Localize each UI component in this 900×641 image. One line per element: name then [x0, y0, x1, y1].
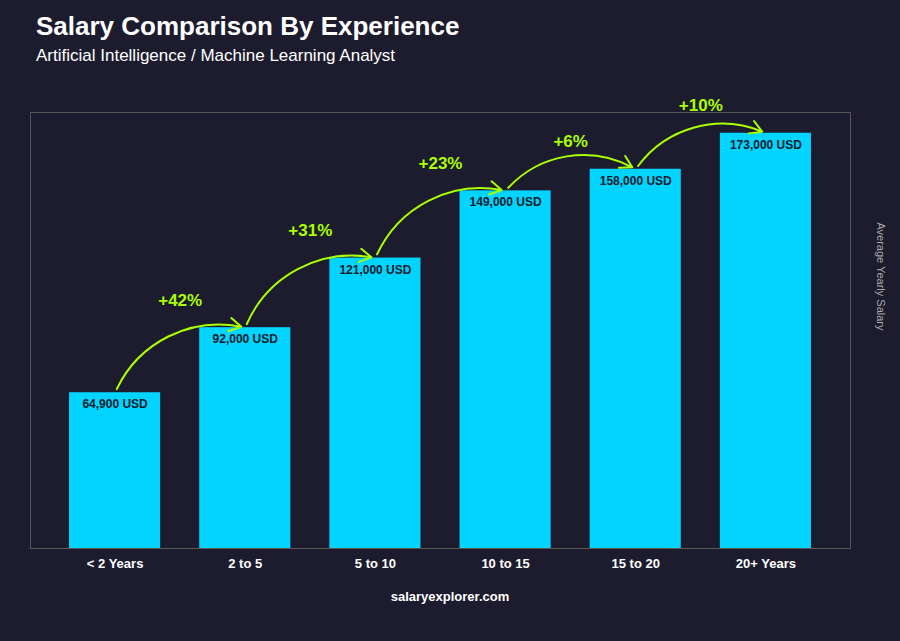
html-text:salaryexplorer.com: salaryexplorer.com: [390, 589, 510, 604]
svg-text:Average Yearly Salary: Average Yearly Salary: [875, 222, 887, 331]
svg-text:92,000 USD: 92,000 USD: [213, 332, 279, 346]
svg-text:+31%: +31%: [288, 221, 332, 240]
svg-text:20+ Years: 20+ Years: [736, 556, 796, 571]
svg-text:158,000 USD: 158,000 USD: [600, 174, 672, 188]
svg-text:+6%: +6%: [553, 132, 588, 151]
svg-text:2 to 5: 2 to 5: [228, 556, 262, 571]
svg-text:15 to 20: 15 to 20: [612, 556, 660, 571]
svg-text:+10%: +10%: [679, 96, 723, 115]
svg-text:+23%: +23%: [419, 154, 463, 173]
svg-text:173,000 USD: 173,000 USD: [730, 138, 802, 152]
html-text:Artificial Intelligence / Mach: Artificial Intelligence / Machine Learni…: [36, 46, 396, 65]
svg-text:10 to 15: 10 to 15: [481, 556, 529, 571]
svg-text:5 to 10: 5 to 10: [355, 556, 396, 571]
svg-text:+42%: +42%: [158, 291, 202, 310]
svg-text:64,900 USD: 64,900 USD: [82, 397, 148, 411]
svg-text:< 2 Years: < 2 Years: [87, 556, 144, 571]
html-text:Salary Comparison By Experienc: Salary Comparison By Experience: [36, 11, 460, 41]
svg-text:149,000 USD: 149,000 USD: [470, 195, 542, 209]
svg-text:121,000 USD: 121,000 USD: [339, 263, 411, 277]
